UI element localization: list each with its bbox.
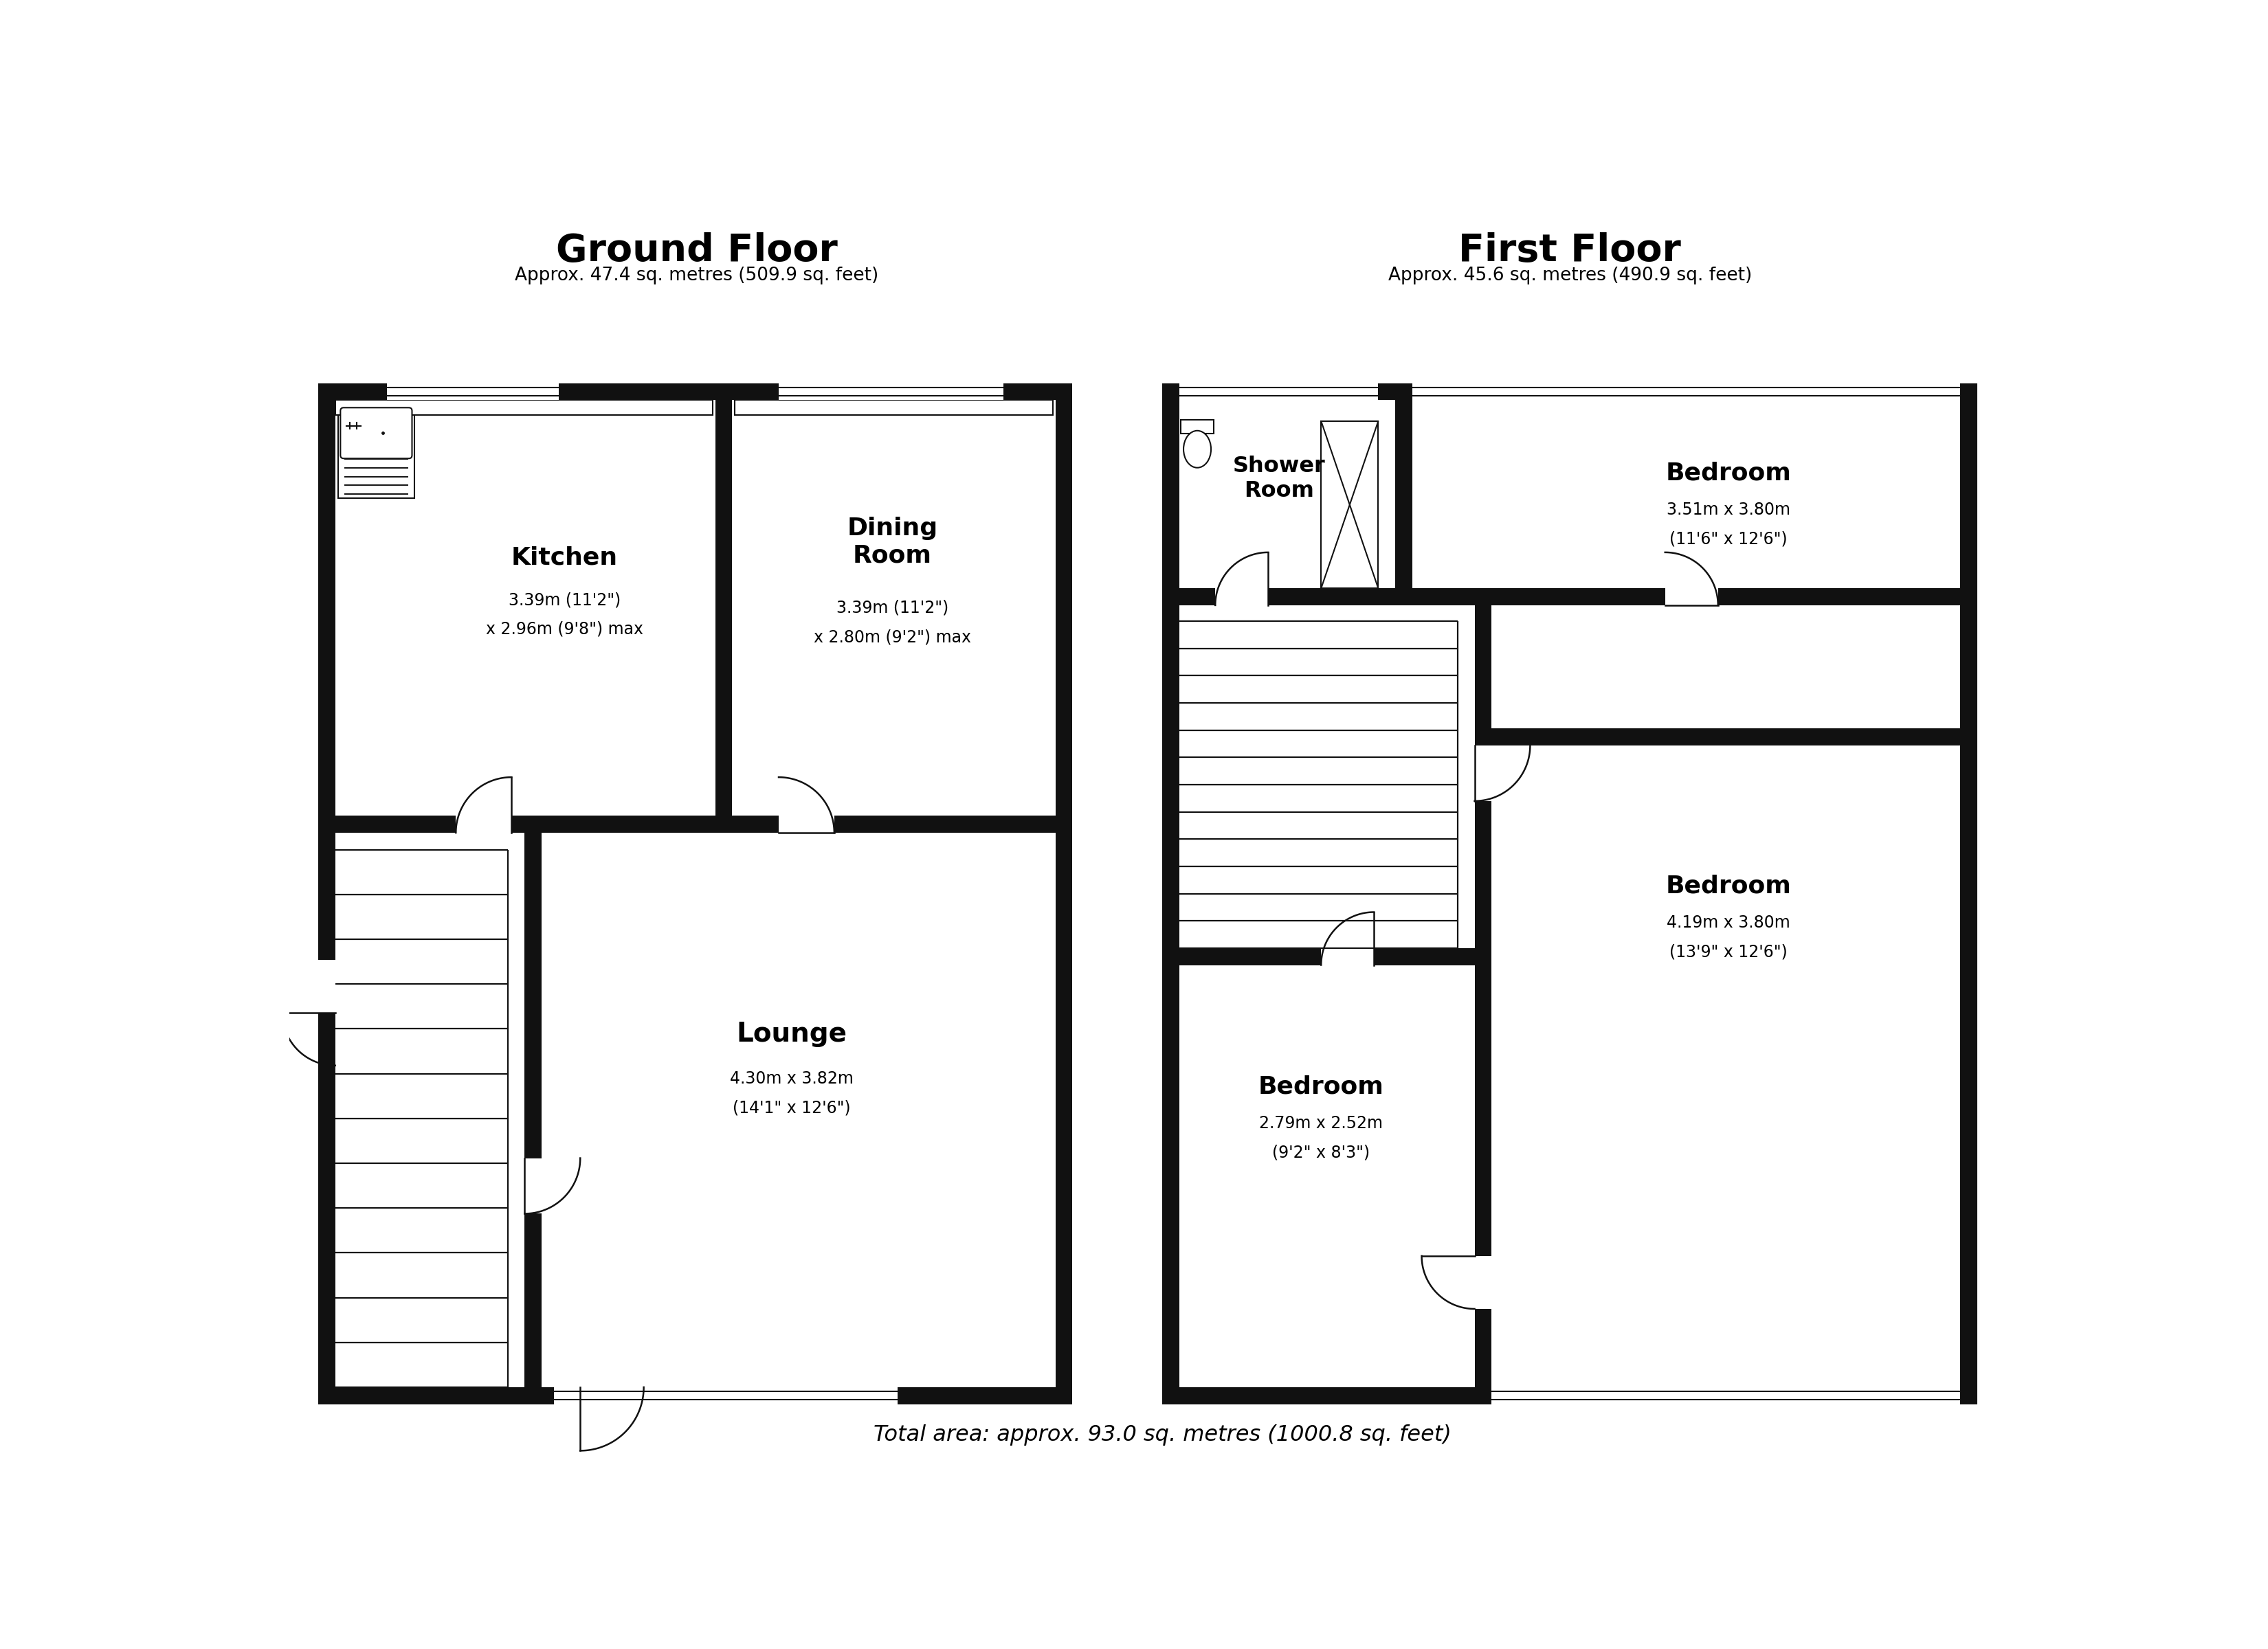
Bar <box>1474 745 1492 801</box>
Text: (9'2" x 8'3"): (9'2" x 8'3") <box>1272 1144 1370 1161</box>
Bar <box>1161 383 1978 401</box>
Ellipse shape <box>1184 430 1211 468</box>
Bar <box>338 406 415 498</box>
Bar <box>1492 729 1960 745</box>
Text: x 2.80m (9'2") max: x 2.80m (9'2") max <box>814 628 971 645</box>
Text: Shower
Room: Shower Room <box>1232 455 1325 501</box>
Bar <box>318 383 1073 401</box>
Text: 3.51m x 3.80m: 3.51m x 3.80m <box>1667 501 1789 518</box>
Text: Bedroom: Bedroom <box>1259 1075 1383 1098</box>
Text: Kitchen: Kitchen <box>510 546 617 569</box>
Bar <box>1320 420 1379 589</box>
Text: 4.30m x 3.82m: 4.30m x 3.82m <box>730 1070 853 1087</box>
Text: Lounge: Lounge <box>737 1021 848 1047</box>
Bar <box>318 383 336 1405</box>
Bar <box>778 816 835 833</box>
Bar <box>524 833 542 1387</box>
Bar <box>1474 605 1492 1387</box>
Bar <box>581 1387 644 1405</box>
Text: Bedroom: Bedroom <box>1665 462 1792 485</box>
Text: Dining
Room: Dining Room <box>846 516 939 567</box>
Bar <box>735 401 1052 416</box>
Bar <box>1492 1387 1960 1405</box>
Text: 4.19m x 3.80m: 4.19m x 3.80m <box>1667 915 1789 932</box>
Bar <box>1320 948 1374 965</box>
Bar <box>524 1158 542 1214</box>
Text: 2.79m x 2.52m: 2.79m x 2.52m <box>1259 1115 1383 1131</box>
Text: 3.39m (11'2"): 3.39m (11'2") <box>508 592 621 608</box>
Bar <box>336 816 1055 833</box>
Bar <box>1179 948 1474 965</box>
Text: 3.39m (11'2"): 3.39m (11'2") <box>837 600 948 617</box>
Bar <box>1665 589 1719 605</box>
Bar <box>553 1387 898 1405</box>
Bar <box>1474 1257 1492 1309</box>
Bar <box>1960 383 1978 1405</box>
Bar <box>388 383 560 401</box>
Bar <box>456 816 513 833</box>
Bar <box>1161 383 1179 1405</box>
Text: Total area: approx. 93.0 sq. metres (1000.8 sq. feet): Total area: approx. 93.0 sq. metres (100… <box>873 1425 1452 1446</box>
Text: Ground Floor: Ground Floor <box>556 233 837 269</box>
Bar <box>1395 401 1413 605</box>
Bar <box>1413 383 1960 401</box>
Text: (11'6" x 12'6"): (11'6" x 12'6") <box>1669 531 1787 547</box>
Text: Bedroom: Bedroom <box>1665 874 1792 897</box>
Bar <box>714 401 733 833</box>
Text: First Floor: First Floor <box>1458 233 1681 269</box>
Bar <box>1161 1387 1978 1405</box>
Bar <box>318 960 336 1012</box>
Bar <box>1161 383 1978 1405</box>
Bar <box>318 1387 1073 1405</box>
Text: Approx. 45.6 sq. metres (490.9 sq. feet): Approx. 45.6 sq. metres (490.9 sq. feet) <box>1388 267 1751 285</box>
Bar <box>1179 589 1960 605</box>
Bar <box>778 383 1002 401</box>
Bar <box>336 401 712 416</box>
Bar <box>318 383 1073 1405</box>
Bar <box>1055 383 1073 1405</box>
Bar <box>1179 383 1379 401</box>
Bar <box>1216 589 1268 605</box>
Text: (13'9" x 12'6"): (13'9" x 12'6") <box>1669 943 1787 960</box>
Text: Approx. 47.4 sq. metres (509.9 sq. feet): Approx. 47.4 sq. metres (509.9 sq. feet) <box>515 267 878 285</box>
Text: x 2.96m (9'8") max: x 2.96m (9'8") max <box>485 620 644 637</box>
FancyBboxPatch shape <box>340 407 413 458</box>
Bar <box>1182 420 1213 434</box>
Text: (14'1" x 12'6"): (14'1" x 12'6") <box>733 1100 850 1116</box>
